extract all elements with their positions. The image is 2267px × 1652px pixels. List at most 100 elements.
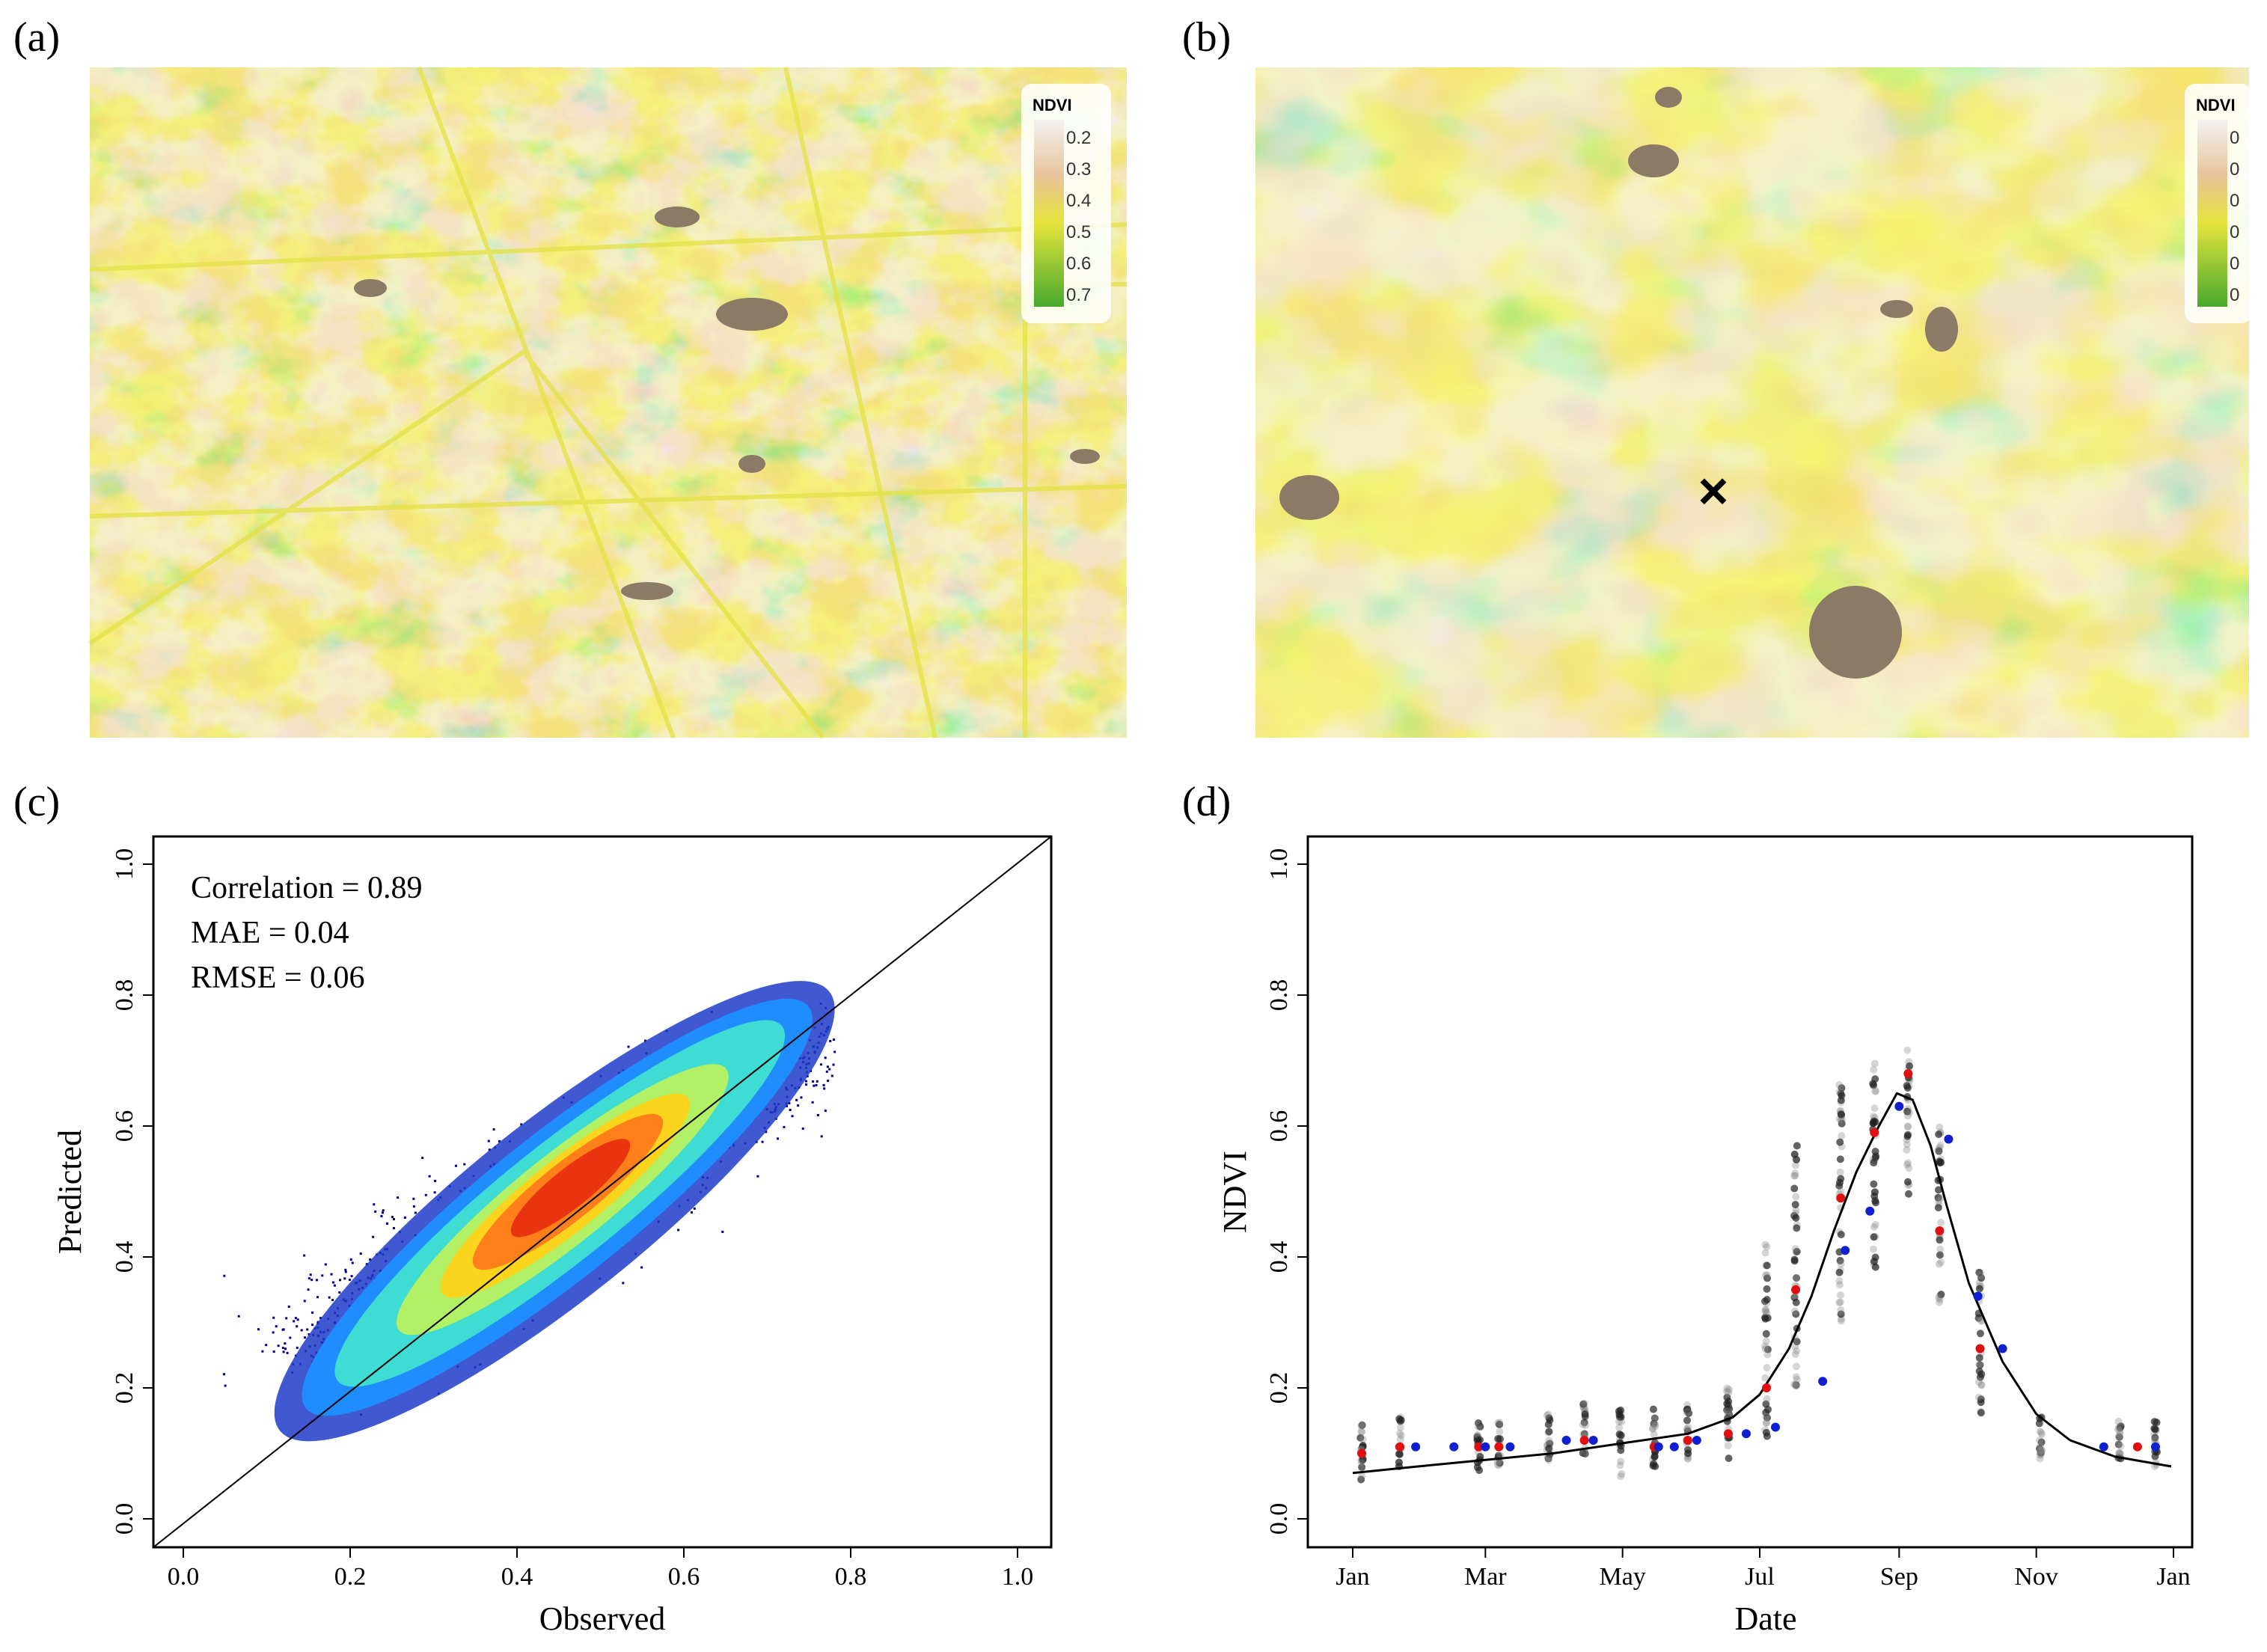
chart-c-ytick-label: 1.0 [111, 848, 138, 881]
observation-point [1723, 1400, 1731, 1408]
density-point [433, 1191, 436, 1194]
chart-d-ylabel: NDVI [1217, 1151, 1253, 1233]
observation-point [1793, 1247, 1801, 1255]
observation-point [1903, 1082, 1911, 1090]
legend-a-tick: 0.7 [1066, 285, 1091, 305]
observation-point [1650, 1414, 1659, 1422]
legend-b-tick: 0 [2230, 254, 2239, 274]
map-a-legend-title: NDVI [1032, 96, 1072, 114]
density-layer [510, 1139, 631, 1238]
density-point [223, 1274, 226, 1277]
observation-point [1683, 1407, 1692, 1416]
density-point [421, 1157, 424, 1160]
observation-point [1793, 1347, 1801, 1355]
blue-point [1588, 1436, 1598, 1445]
observation-point [1977, 1381, 1986, 1389]
observation-point [2037, 1446, 2046, 1454]
observation-point [1935, 1294, 1943, 1302]
legend-a-tick: 0.4 [1066, 191, 1091, 211]
observation-point [1494, 1434, 1502, 1443]
density-point [282, 1350, 285, 1353]
observation-point [2153, 1419, 2161, 1427]
density-point [380, 1214, 383, 1217]
density-point [381, 1211, 384, 1214]
chart-d-ytick-label: 0.0 [1265, 1503, 1293, 1535]
fitted-curve [1352, 1092, 2172, 1475]
observation-point [2151, 1435, 2159, 1443]
density-point [492, 1128, 495, 1131]
observation-point [1684, 1454, 1692, 1463]
density-point [397, 1196, 400, 1199]
observation-point [1837, 1317, 1845, 1325]
observation-point [1397, 1431, 1405, 1440]
observation-point [1975, 1353, 1983, 1362]
observation-point [1837, 1175, 1845, 1183]
density-point [315, 1279, 318, 1282]
observation-point [2036, 1428, 2044, 1436]
observation-point [1837, 1231, 1845, 1239]
density-point [824, 1110, 827, 1113]
red-point [1975, 1344, 1985, 1353]
observation-point [1615, 1413, 1624, 1421]
red-point [1791, 1285, 1801, 1294]
observation-point [1792, 1381, 1800, 1389]
observation-point [1791, 1292, 1799, 1300]
density-point [272, 1350, 275, 1353]
observation-point [2036, 1442, 2044, 1450]
legend-b-tick: 0 [2230, 285, 2239, 305]
observation-point [1358, 1428, 1366, 1436]
chart-c-one-to-one-line [153, 836, 1051, 1547]
observation-point [1763, 1395, 1771, 1403]
observation-point [1904, 1159, 1912, 1167]
observation-point [1395, 1415, 1404, 1423]
observation-point [1935, 1197, 1943, 1205]
observation-point [1617, 1457, 1625, 1466]
observation-point [2114, 1417, 2123, 1425]
red-point [1762, 1383, 1772, 1392]
panel-label-c: (c) [13, 779, 61, 825]
observation-point [1545, 1445, 1553, 1453]
observation-point [1358, 1472, 1366, 1480]
density-point [309, 1273, 312, 1276]
density-point [833, 1050, 836, 1053]
observation-point [1871, 1263, 1879, 1271]
observation-point [1763, 1296, 1771, 1304]
density-point [319, 1317, 322, 1320]
observation-point [1905, 1190, 1913, 1198]
density-point [344, 1270, 347, 1273]
legend-b-tick: 0 [2230, 128, 2239, 148]
density-point [330, 1273, 333, 1276]
observation-point [2036, 1437, 2044, 1445]
chart-d-ytick-label: 0.4 [1265, 1241, 1293, 1273]
observation-point [1649, 1462, 1657, 1470]
observation-point [1761, 1374, 1769, 1382]
density-point [349, 1258, 352, 1261]
blue-point [1411, 1442, 1421, 1451]
observation-point [1761, 1344, 1769, 1353]
chart-c-xtick-label: 0.8 [835, 1563, 867, 1591]
observation-point [1725, 1386, 1733, 1394]
observation-point [1935, 1131, 1943, 1139]
map-b: × NDVI 0 0 0 0 0 0 [1255, 67, 2252, 738]
density-point [393, 1217, 396, 1220]
observation-point [1837, 1306, 1845, 1314]
observation-point [1582, 1421, 1590, 1429]
blue-point [1944, 1134, 1954, 1144]
legend-b-tick: 0 [2230, 222, 2239, 242]
observation-point [1792, 1298, 1800, 1306]
observation-point [1395, 1450, 1404, 1458]
observation-point [1762, 1400, 1770, 1408]
chart-d-xlabel: Date [1734, 1600, 1796, 1637]
observation-point [1906, 1062, 1914, 1070]
observation-point [1937, 1218, 1945, 1226]
observation-point [1395, 1429, 1404, 1437]
observation-point [1544, 1454, 1552, 1463]
red-point [1870, 1128, 1879, 1137]
observation-point [1836, 1291, 1844, 1299]
observation-point [1684, 1449, 1692, 1457]
observation-point [1975, 1268, 1983, 1276]
observation-point [1762, 1330, 1770, 1338]
density-point [786, 1104, 789, 1107]
observation-point [1869, 1119, 1877, 1128]
observation-point [1974, 1378, 1983, 1386]
